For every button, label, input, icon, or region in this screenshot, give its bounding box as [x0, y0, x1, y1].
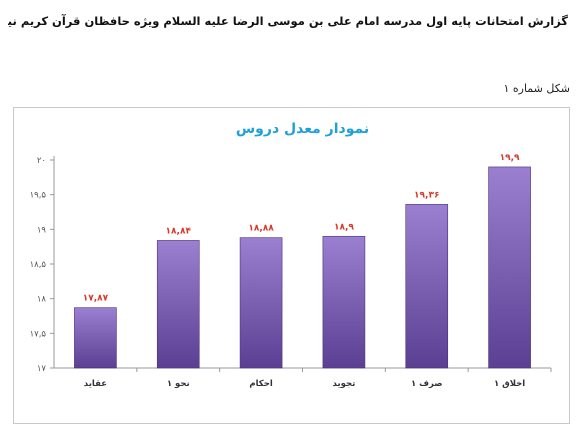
bar: [322, 235, 366, 369]
bar-value-label: ۱۷,۸۷: [83, 294, 109, 304]
y-tick-label: ۱۹,۵: [30, 191, 47, 201]
x-category-label: احکام: [249, 379, 272, 389]
y-tick-label: ۱۸: [37, 295, 47, 305]
y-tick-label: ۲۰: [37, 156, 46, 166]
chart-frame: نمودار معدل دروس ۱۷ ۱۷,۵ ۱۸ ۱۸,۵ ۱۹ ۱۹,۵ ۲۰ ۱۷,…: [13, 107, 570, 424]
x-category-label: صرف ۱: [411, 379, 443, 389]
bar-value-label: ۱۹,۹: [500, 153, 520, 163]
bar-chart: نمودار معدل دروس ۱۷ ۱۷,۵ ۱۸ ۱۸,۵ ۱۹ ۱۹,۵ ۲۰ ۱۷,…: [30, 121, 552, 389]
x-category-label: تجوید: [333, 379, 356, 389]
bar-value-label: ۱۸,۹: [334, 222, 354, 232]
report-title: گزارش امتحانات پایه اول مدرسه امام علی ب…: [8, 14, 568, 28]
bar-value-label: ۱۸,۸۴: [166, 226, 192, 236]
bar-value-label: ۱۹,۳۶: [414, 190, 439, 200]
bar: [488, 166, 531, 369]
bar-value-label: ۱۸,۸۸: [248, 224, 274, 234]
x-category-label: عقاید: [84, 379, 107, 389]
bar: [239, 237, 283, 369]
y-tick-label: ۱۹: [37, 225, 47, 235]
y-tick-label: ۱۷: [37, 364, 47, 374]
bar: [405, 204, 449, 369]
y-tick-label: ۱۸,۵: [30, 260, 47, 270]
x-category-label: اخلاق ۱: [494, 379, 525, 389]
bar: [74, 307, 117, 369]
bar: [156, 240, 200, 369]
chart-title: نمودار معدل دروس: [236, 121, 369, 137]
x-category-label: نحو ۱: [167, 379, 190, 389]
y-tick-label: ۱۷,۵: [30, 329, 47, 339]
figure-caption: شکل شماره ۱: [503, 82, 570, 95]
